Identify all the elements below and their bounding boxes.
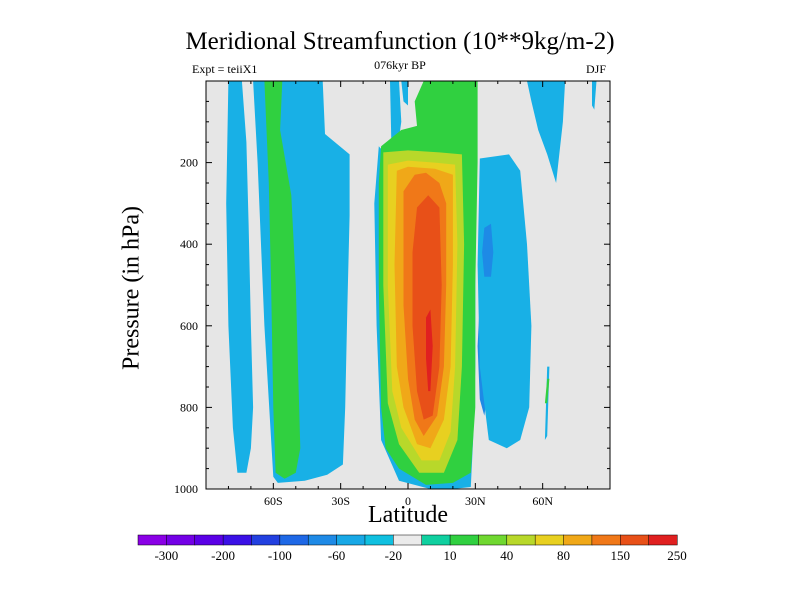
y-tick-label: 600 (180, 319, 198, 333)
colorbar-swatch (449, 534, 479, 546)
period-label: 076kyr BP (374, 58, 426, 72)
colorbar-swatch (336, 534, 366, 546)
colorbar-swatch (421, 534, 451, 546)
colorbar-swatch (307, 534, 338, 546)
colorbar-swatch (222, 534, 253, 546)
x-tick-label: 30S (331, 494, 350, 508)
contour-region-11 (426, 309, 433, 392)
x-tick-label: 60S (264, 494, 283, 508)
colorbar-swatch (251, 534, 281, 546)
colorbar-label: 250 (667, 548, 687, 563)
colorbar-label: -20 (385, 548, 402, 563)
colorbar-swatch (563, 534, 593, 546)
colorbar-label: -200 (211, 548, 235, 563)
contour-region-15 (527, 81, 566, 183)
experiment-label: Expt = teiiX1 (192, 62, 258, 76)
contour-region-0 (226, 81, 254, 473)
colorbar-swatch (648, 534, 678, 546)
colorbar-label: 150 (611, 548, 631, 563)
y-tick-label: 200 (180, 156, 198, 170)
contour-region-19 (544, 378, 550, 404)
colorbar-swatch (279, 534, 309, 546)
colorbar-swatch (393, 534, 423, 546)
contour-region-10 (412, 195, 442, 420)
x-tick-label: 30N (465, 494, 486, 508)
colorbar-label: 80 (557, 548, 570, 563)
y-tick-label: 400 (180, 237, 198, 251)
y-tick-label: 800 (180, 400, 198, 414)
colorbar-swatch (534, 534, 565, 546)
colorbar-label: -100 (268, 548, 292, 563)
chart-title: Meridional Streamfunction (10**9kg/m-2) (185, 28, 615, 55)
colorbar-swatch (591, 534, 621, 546)
contour-region-17 (401, 81, 408, 106)
colorbar-label: 40 (500, 548, 513, 563)
colorbar-swatch (166, 534, 196, 546)
season-label: DJF (586, 62, 607, 76)
colorbar-swatch (364, 534, 394, 546)
contour-region-2 (264, 81, 301, 479)
colorbar-swatch (478, 534, 508, 546)
contour-region-14 (482, 223, 494, 277)
colorbar-swatch (137, 534, 167, 546)
colorbar-swatch (506, 534, 536, 546)
y-tick-label: 1000 (174, 482, 198, 496)
x-axis-label: Latitude (368, 502, 448, 528)
colorbar-swatch (620, 534, 650, 546)
x-tick-label: 60N (532, 494, 553, 508)
colorbar-label: -60 (328, 548, 345, 563)
contour-region-16 (592, 81, 597, 110)
x-tick-label: 0 (405, 494, 411, 508)
colorbar-label: 10 (444, 548, 457, 563)
colorbar-label: -300 (154, 548, 178, 563)
colorbar-swatch (194, 534, 224, 546)
